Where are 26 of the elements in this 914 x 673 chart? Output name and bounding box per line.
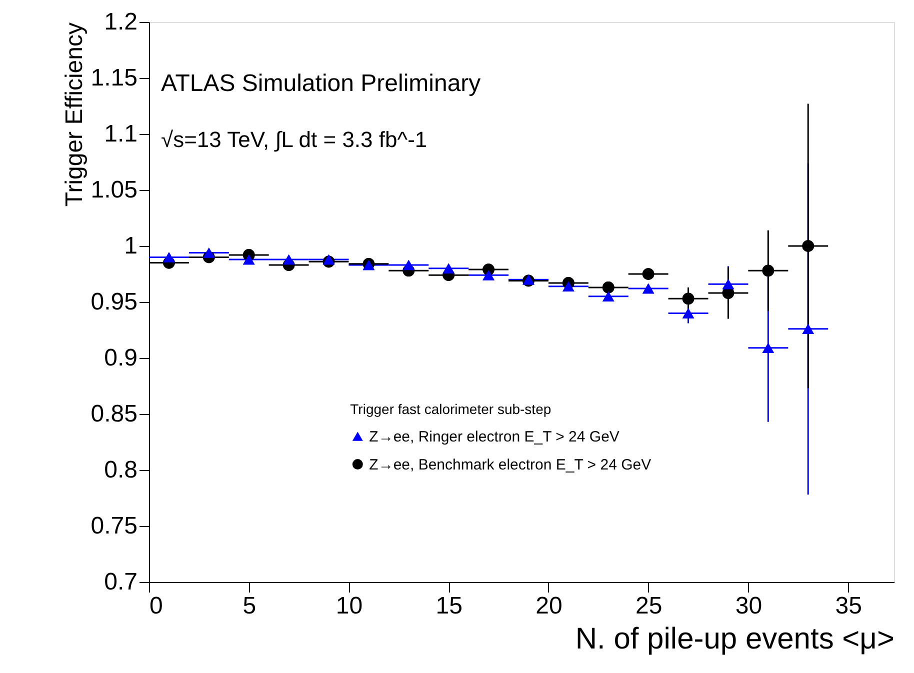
x-tick-label: 5: [242, 592, 256, 620]
y-tick-label: 1: [124, 232, 138, 260]
y-tick-label: 1.2: [104, 8, 138, 36]
legend-label: Z→ee, Benchmark electron E_T > 24 GeV: [369, 456, 652, 474]
x-tick-label: 30: [735, 592, 762, 620]
annotation: ATLAS Simulation Preliminary: [161, 70, 481, 97]
y-tick-label: 1.1: [104, 120, 138, 148]
x-tick-label: 20: [536, 592, 562, 620]
y-tick-label: 0.85: [90, 400, 138, 428]
x-tick-label: 35: [835, 592, 862, 620]
annotation: √s=13 TeV, ∫L dt = 3.3 fb^-1: [161, 127, 428, 152]
y-tick-label: 0.75: [90, 512, 138, 540]
legend-label: Z→ee, Ringer electron E_T > 24 GeV: [369, 428, 620, 446]
y-tick-label: 1.15: [90, 64, 138, 92]
y-axis-title: Trigger Efficiency: [60, 22, 88, 207]
x-tick-label: 0: [150, 592, 163, 620]
x-tick-label: 15: [436, 592, 462, 620]
y-tick-label: 0.8: [104, 456, 138, 484]
y-tick-label: 1.05: [90, 176, 138, 204]
y-tick-label: 0.7: [104, 568, 138, 596]
legend-title: Trigger fast calorimeter sub-step: [350, 400, 552, 417]
y-tick-label: 0.9: [104, 344, 138, 372]
x-tick-label: 10: [336, 592, 363, 620]
y-tick-label: 0.95: [90, 288, 138, 316]
x-axis-title: N. of pile-up events <μ>: [575, 622, 894, 656]
x-tick-label: 25: [635, 592, 662, 620]
